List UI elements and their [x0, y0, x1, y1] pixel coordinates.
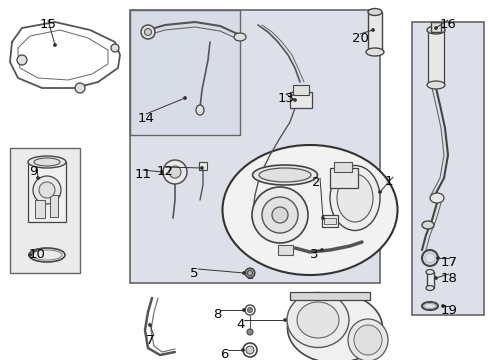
Ellipse shape — [427, 26, 445, 34]
Bar — [412, 22, 484, 315]
Text: 17: 17 — [441, 256, 458, 269]
Ellipse shape — [34, 158, 60, 166]
Circle shape — [28, 253, 31, 256]
Circle shape — [247, 307, 252, 312]
Ellipse shape — [422, 221, 434, 229]
Text: 14: 14 — [138, 112, 155, 125]
Circle shape — [284, 319, 287, 321]
Circle shape — [435, 27, 438, 30]
Ellipse shape — [366, 48, 384, 56]
Text: 10: 10 — [29, 248, 46, 261]
Ellipse shape — [259, 168, 311, 182]
Bar — [278, 245, 293, 255]
Circle shape — [378, 190, 382, 194]
Circle shape — [321, 216, 324, 220]
Text: 4: 4 — [236, 318, 245, 331]
Circle shape — [36, 176, 40, 180]
Bar — [293, 85, 309, 95]
Ellipse shape — [297, 302, 339, 338]
Circle shape — [294, 99, 296, 102]
Ellipse shape — [196, 105, 204, 115]
Bar — [130, 10, 380, 283]
Text: 8: 8 — [213, 308, 221, 321]
Text: 18: 18 — [441, 272, 458, 285]
Text: 20: 20 — [352, 32, 369, 45]
Circle shape — [145, 28, 151, 36]
Bar — [368, 12, 382, 52]
Circle shape — [247, 329, 253, 335]
Bar — [28, 162, 66, 222]
Bar — [322, 215, 338, 227]
Circle shape — [39, 182, 55, 198]
Circle shape — [371, 28, 374, 31]
Text: 6: 6 — [220, 348, 228, 360]
Ellipse shape — [234, 33, 246, 41]
Circle shape — [148, 324, 151, 327]
Circle shape — [200, 166, 203, 170]
Circle shape — [441, 305, 444, 307]
Circle shape — [75, 83, 85, 93]
Ellipse shape — [252, 165, 318, 185]
Bar — [431, 22, 441, 32]
Circle shape — [183, 96, 187, 99]
Circle shape — [262, 197, 298, 233]
Circle shape — [111, 44, 119, 52]
Text: 13: 13 — [278, 92, 295, 105]
Text: 11: 11 — [135, 168, 152, 181]
Ellipse shape — [430, 193, 444, 203]
Circle shape — [246, 346, 254, 354]
Circle shape — [247, 270, 252, 275]
Ellipse shape — [222, 145, 397, 275]
Bar — [35, 200, 45, 218]
Text: 15: 15 — [40, 18, 57, 31]
Text: 12: 12 — [157, 165, 174, 178]
Circle shape — [17, 55, 27, 65]
Circle shape — [33, 176, 61, 204]
Circle shape — [141, 25, 155, 39]
Ellipse shape — [330, 166, 380, 230]
Bar — [130, 10, 240, 135]
Circle shape — [169, 166, 181, 178]
Ellipse shape — [288, 293, 383, 360]
Circle shape — [163, 160, 187, 184]
Text: 19: 19 — [441, 304, 458, 317]
Bar — [290, 292, 370, 300]
Text: 3: 3 — [310, 248, 318, 261]
Ellipse shape — [348, 319, 388, 360]
Ellipse shape — [426, 285, 434, 291]
Bar — [10, 148, 80, 273]
Circle shape — [243, 271, 245, 274]
Ellipse shape — [426, 270, 434, 274]
Text: 2: 2 — [312, 176, 320, 189]
Bar — [50, 195, 58, 217]
Circle shape — [245, 268, 255, 278]
Text: 1: 1 — [385, 175, 393, 188]
Bar — [199, 162, 207, 170]
Circle shape — [242, 348, 245, 351]
Ellipse shape — [427, 81, 445, 89]
Bar — [290, 92, 312, 108]
Ellipse shape — [28, 156, 66, 168]
Bar — [427, 272, 434, 288]
Circle shape — [272, 207, 288, 223]
Circle shape — [320, 248, 323, 252]
Bar — [428, 30, 444, 85]
Circle shape — [53, 44, 56, 46]
Text: 5: 5 — [190, 267, 198, 280]
Text: 7: 7 — [146, 334, 154, 347]
Text: 16: 16 — [440, 18, 457, 31]
Bar — [334, 162, 352, 172]
Circle shape — [437, 256, 440, 260]
Circle shape — [161, 171, 164, 174]
Ellipse shape — [337, 174, 373, 222]
Circle shape — [252, 187, 308, 243]
Bar — [324, 218, 336, 224]
Ellipse shape — [368, 9, 382, 15]
Circle shape — [435, 276, 438, 279]
Bar — [330, 168, 358, 188]
Ellipse shape — [287, 292, 349, 347]
Ellipse shape — [354, 325, 382, 355]
Text: 9: 9 — [29, 165, 37, 178]
Circle shape — [243, 309, 245, 311]
